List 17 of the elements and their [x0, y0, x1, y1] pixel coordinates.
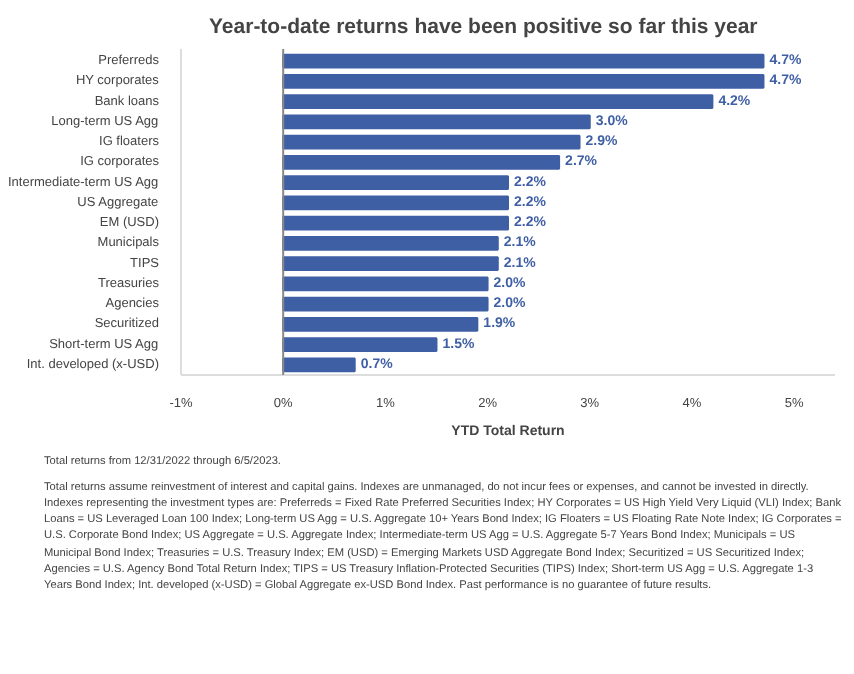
bar [282, 94, 714, 109]
bar [282, 276, 489, 292]
bar [282, 357, 356, 373]
bar [282, 53, 765, 69]
bar [282, 337, 438, 352]
bar [282, 175, 509, 190]
bar [282, 236, 499, 251]
chart-title: Year-to-date returns have been positive so far this year [209, 15, 758, 39]
bar [282, 296, 489, 312]
bar [282, 74, 765, 89]
bar [282, 114, 591, 130]
bar [282, 134, 581, 150]
bar [282, 256, 499, 271]
bar [282, 215, 509, 231]
bar [282, 317, 479, 332]
bar [282, 195, 509, 211]
bar [282, 155, 561, 170]
